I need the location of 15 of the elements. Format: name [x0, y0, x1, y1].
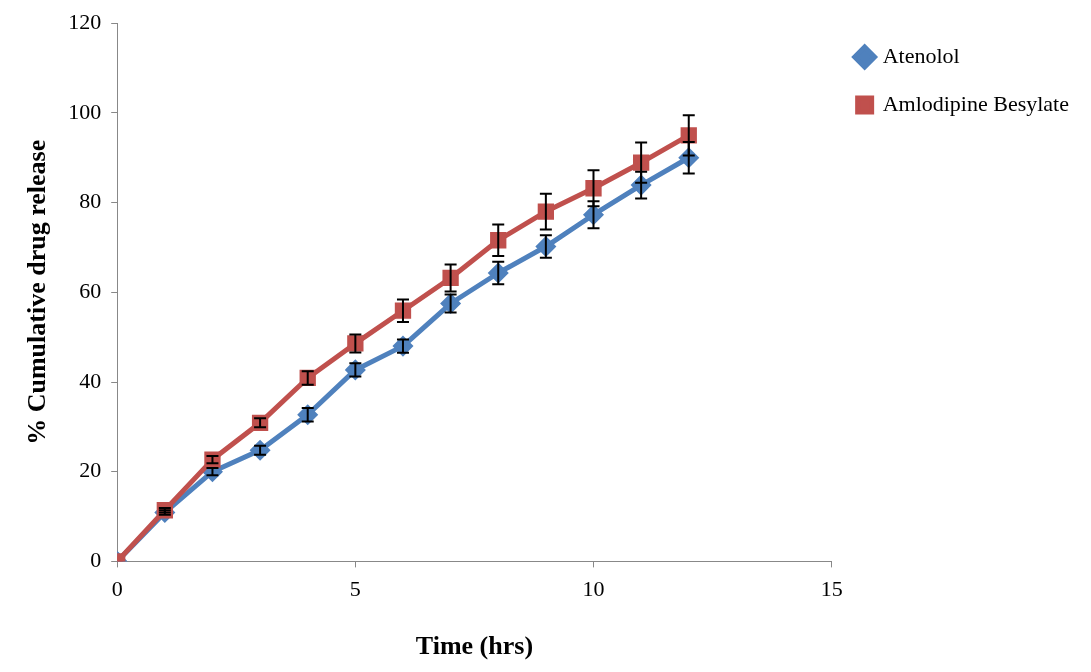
y-tick-label: 0	[90, 547, 102, 573]
y-tick-label: 60	[79, 278, 102, 304]
x-axis-title: Time (hrs)	[415, 631, 534, 661]
x-tick-label: 15	[820, 576, 843, 602]
x-tick-label: 5	[349, 576, 361, 602]
y-tick-label: 80	[79, 188, 102, 214]
y-tick-label: 40	[79, 367, 102, 393]
legend-label: Amlodipine Besylate	[882, 90, 1069, 116]
y-tick-label: 20	[79, 457, 102, 483]
y-tick-label: 120	[68, 8, 102, 34]
x-tick-label: 0	[111, 576, 123, 602]
y-tick-label: 100	[68, 98, 102, 124]
y-axis-title: % Cumulative drug release	[22, 139, 52, 445]
x-tick-label: 10	[582, 576, 605, 602]
legend-label: Atenolol	[882, 42, 960, 68]
